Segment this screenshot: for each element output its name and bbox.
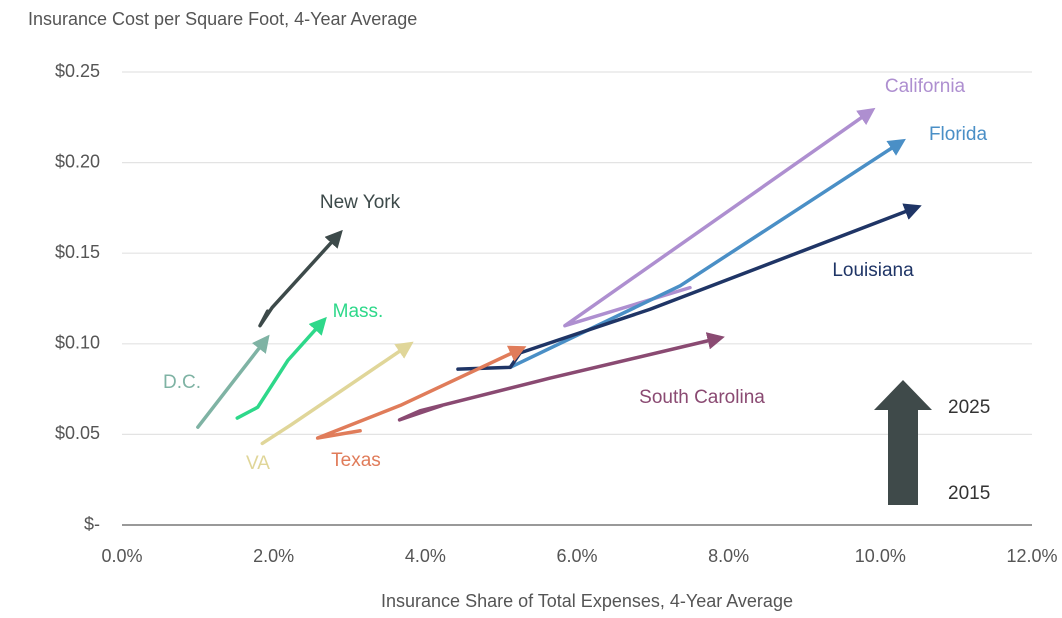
y-tick-label: $0.05 bbox=[55, 423, 100, 443]
x-tick-label: 6.0% bbox=[556, 546, 597, 566]
y-tick-label: $0.10 bbox=[55, 333, 100, 353]
y-tick-label: $0.25 bbox=[55, 61, 100, 81]
x-tick-label: 8.0% bbox=[708, 546, 749, 566]
series-line bbox=[196, 334, 270, 429]
series-line bbox=[508, 138, 906, 370]
series-line bbox=[563, 107, 876, 328]
series-line bbox=[258, 229, 343, 328]
series-line bbox=[260, 341, 414, 446]
x-tick-label: 10.0% bbox=[855, 546, 906, 566]
series-line bbox=[235, 316, 327, 420]
series-label: Louisiana bbox=[832, 260, 914, 281]
series-label: VA bbox=[246, 453, 270, 474]
series-label: South Carolina bbox=[639, 387, 765, 408]
y-tick-label: $0.20 bbox=[55, 151, 100, 171]
series-label: Texas bbox=[331, 450, 381, 471]
x-tick-label: 0.0% bbox=[101, 546, 142, 566]
series-label: D.C. bbox=[163, 372, 201, 393]
time-arrow bbox=[874, 380, 932, 505]
x-tick-label: 4.0% bbox=[405, 546, 446, 566]
series-line bbox=[315, 345, 527, 440]
series-label: Florida bbox=[929, 124, 988, 145]
y-tick-label: $- bbox=[84, 514, 100, 534]
series-line bbox=[397, 332, 725, 422]
annotation: 2015 bbox=[948, 483, 990, 504]
series-label: New York bbox=[320, 192, 401, 213]
annotation: 2025 bbox=[948, 397, 990, 418]
x-tick-label: 12.0% bbox=[1006, 546, 1057, 566]
series-label: Mass. bbox=[333, 301, 384, 322]
y-tick-label: $0.15 bbox=[55, 242, 100, 262]
chart-title: Insurance Cost per Square Foot, 4-Year A… bbox=[28, 9, 417, 29]
series-label: California bbox=[885, 76, 966, 97]
x-axis-title: Insurance Share of Total Expenses, 4-Yea… bbox=[381, 591, 793, 611]
x-tick-label: 2.0% bbox=[253, 546, 294, 566]
